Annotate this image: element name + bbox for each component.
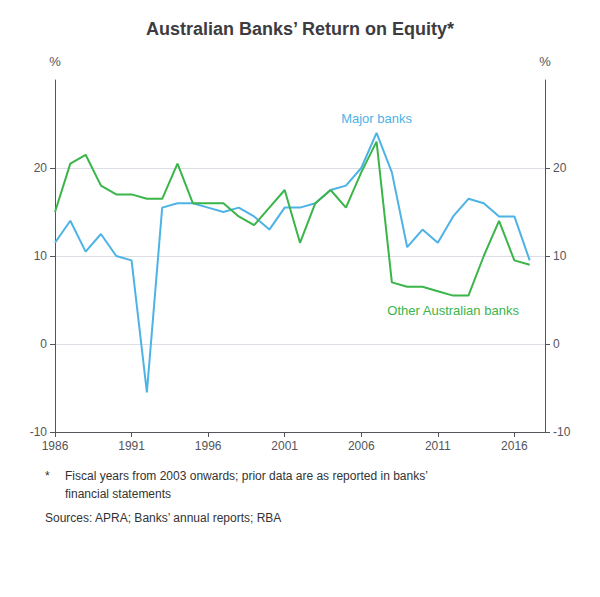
svg-text:10: 10: [553, 249, 567, 263]
svg-text:Other Australian banks: Other Australian banks: [387, 303, 519, 318]
svg-text:10: 10: [34, 249, 48, 263]
svg-text:2016: 2016: [501, 439, 528, 453]
svg-text:*: *: [45, 469, 50, 483]
svg-text:Australian Banks’ Return on Eq: Australian Banks’ Return on Equity*: [146, 19, 454, 39]
svg-text:1991: 1991: [118, 439, 145, 453]
svg-text:Fiscal years from 2003 onwards: Fiscal years from 2003 onwards; prior da…: [65, 469, 428, 483]
svg-text:2011: 2011: [425, 439, 451, 453]
svg-text:20: 20: [34, 161, 48, 175]
svg-text:1996: 1996: [195, 439, 222, 453]
svg-text:2001: 2001: [271, 439, 298, 453]
svg-text:%: %: [539, 54, 551, 69]
svg-text:-10: -10: [30, 425, 48, 439]
svg-text:Sources: APRA; Banks’ annual r: Sources: APRA; Banks’ annual reports; RB…: [45, 511, 281, 525]
svg-text:20: 20: [553, 161, 567, 175]
svg-text:2006: 2006: [348, 439, 375, 453]
svg-text:financial statements: financial statements: [65, 487, 171, 501]
svg-text:0: 0: [40, 337, 47, 351]
svg-text:%: %: [49, 54, 61, 69]
svg-text:-10: -10: [553, 425, 571, 439]
svg-text:Major banks: Major banks: [341, 111, 412, 126]
svg-text:1986: 1986: [42, 439, 69, 453]
svg-text:0: 0: [553, 337, 560, 351]
